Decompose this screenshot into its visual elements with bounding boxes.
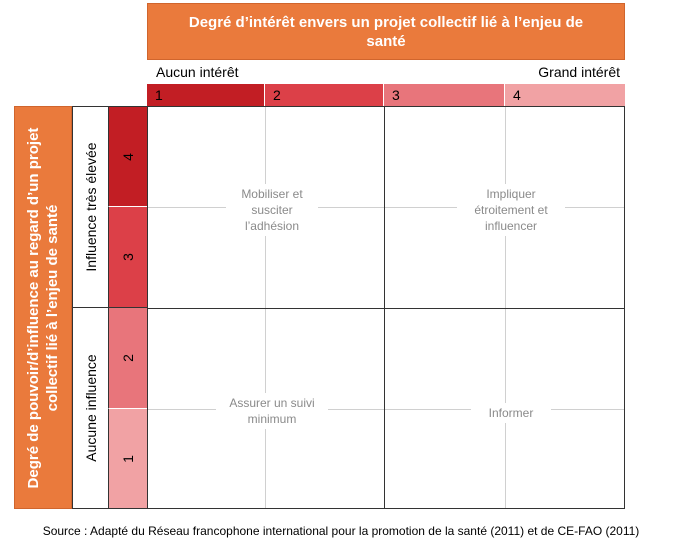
y-level-3: 3: [108, 206, 147, 307]
stakeholder-matrix: Mobiliser et susciter l’adhésion Impliqu…: [147, 106, 625, 509]
y-axis-title-box: Degré de pouvoir/d’influence au regard d…: [14, 106, 72, 509]
quadrant-top-left-text: Mobiliser et susciter l’adhésion: [226, 184, 318, 236]
y-level-1: 1: [108, 408, 147, 509]
x-axis-title: Degré d’intérêt envers un projet collect…: [188, 13, 584, 50]
quadrant-top-right-text: Impliquer étroitement et influencer: [457, 184, 565, 236]
source-caption: Source : Adapté du Réseau francophone in…: [42, 524, 640, 538]
x-level-2: 2: [265, 84, 384, 106]
matrix-vertical-divider: [384, 107, 385, 508]
x-level-4: 4: [505, 84, 625, 106]
quadrant-bottom-right: Informer: [385, 309, 624, 508]
quadrant-bottom-right-text: Informer: [471, 403, 551, 423]
x-min-label: Aucun intérêt: [156, 64, 239, 80]
influence-label-column: Influence très élevée Aucune influence: [72, 106, 109, 509]
x-max-label: Grand intérêt: [538, 64, 620, 80]
quadrant-bottom-left-text: Assurer un suivi minimum: [216, 393, 328, 429]
quadrant-bottom-left: Assurer un suivi minimum: [148, 309, 384, 508]
x-level-1: 1: [147, 84, 265, 106]
x-level-3: 3: [384, 84, 505, 106]
x-axis-title-box: Degré d’intérêt envers un projet collect…: [147, 3, 625, 60]
influence-lower-label: Aucune influence: [83, 354, 99, 462]
influence-upper-cell: Influence très élevée: [73, 107, 109, 308]
y-level-4: 4: [108, 106, 147, 206]
quadrant-top-left: Mobiliser et susciter l’adhésion: [148, 107, 384, 308]
matrix-horizontal-divider: [148, 308, 624, 309]
y-axis-title: Degré de pouvoir/d’influence au regard d…: [25, 127, 61, 488]
y-level-2: 2: [108, 307, 147, 408]
influence-upper-label: Influence très élevée: [83, 142, 99, 272]
influence-lower-cell: Aucune influence: [73, 308, 109, 508]
quadrant-top-right: Impliquer étroitement et influencer: [385, 107, 624, 308]
